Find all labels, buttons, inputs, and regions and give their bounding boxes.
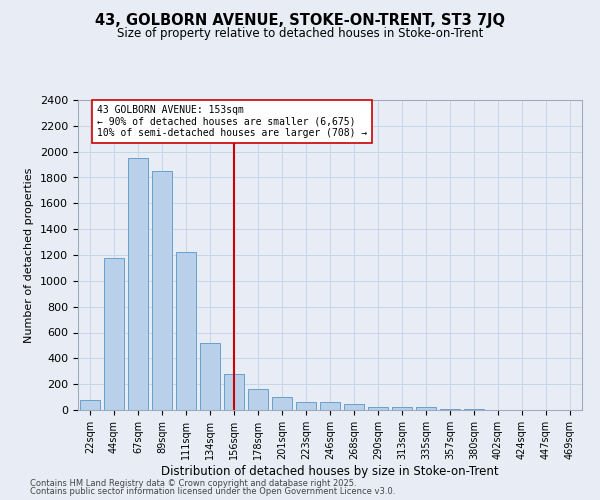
Text: Contains public sector information licensed under the Open Government Licence v3: Contains public sector information licen… — [30, 487, 395, 496]
Text: Size of property relative to detached houses in Stoke-on-Trent: Size of property relative to detached ho… — [117, 28, 483, 40]
Bar — [344, 404, 364, 410]
Bar — [176, 252, 196, 410]
Bar — [152, 171, 172, 410]
Bar — [392, 408, 412, 410]
Bar — [296, 402, 316, 410]
Bar — [80, 400, 100, 410]
Bar — [200, 343, 220, 410]
Y-axis label: Number of detached properties: Number of detached properties — [25, 168, 34, 342]
Text: 43, GOLBORN AVENUE, STOKE-ON-TRENT, ST3 7JQ: 43, GOLBORN AVENUE, STOKE-ON-TRENT, ST3 … — [95, 12, 505, 28]
Bar — [368, 407, 388, 410]
Text: 43 GOLBORN AVENUE: 153sqm
← 90% of detached houses are smaller (6,675)
10% of se: 43 GOLBORN AVENUE: 153sqm ← 90% of detac… — [97, 105, 367, 138]
Bar — [320, 402, 340, 410]
Bar — [104, 258, 124, 410]
Bar — [248, 388, 268, 410]
Bar — [128, 158, 148, 410]
Bar — [272, 397, 292, 410]
Text: Contains HM Land Registry data © Crown copyright and database right 2025.: Contains HM Land Registry data © Crown c… — [30, 478, 356, 488]
Bar — [416, 408, 436, 410]
Bar — [224, 374, 244, 410]
X-axis label: Distribution of detached houses by size in Stoke-on-Trent: Distribution of detached houses by size … — [161, 464, 499, 477]
